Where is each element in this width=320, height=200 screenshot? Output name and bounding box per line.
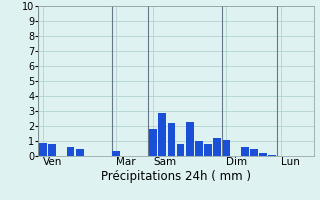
Bar — [48, 144, 56, 156]
Bar — [167, 123, 175, 156]
Bar — [268, 154, 276, 156]
Bar — [213, 138, 221, 156]
Bar — [222, 140, 230, 156]
Bar — [177, 144, 185, 156]
Bar — [195, 141, 203, 156]
Bar — [204, 144, 212, 156]
Bar — [149, 129, 157, 156]
Bar — [39, 142, 47, 156]
Bar — [112, 151, 120, 156]
Bar — [76, 148, 84, 156]
Bar — [186, 121, 194, 156]
X-axis label: Précipitations 24h ( mm ): Précipitations 24h ( mm ) — [101, 170, 251, 183]
Bar — [259, 153, 267, 156]
Bar — [250, 149, 258, 156]
Bar — [67, 147, 75, 156]
Bar — [158, 112, 166, 156]
Bar — [241, 147, 249, 156]
